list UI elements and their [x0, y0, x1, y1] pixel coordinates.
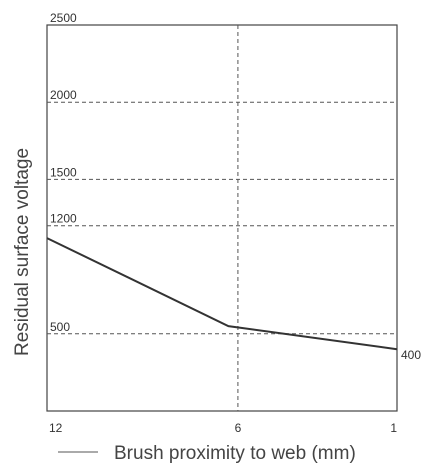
series-line	[46, 237, 398, 351]
x-tick-labels: 12 6 1	[49, 421, 397, 435]
y-tick-label: 2000	[50, 88, 77, 102]
y-tick-label: 1500	[50, 165, 77, 179]
grid-lines	[47, 25, 397, 411]
y-tick-label: 1200	[50, 212, 77, 226]
y-axis-title: Residual surface voltage	[12, 148, 33, 356]
plot-frame	[46, 24, 398, 412]
x-axis-title: Brush proximity to web (mm)	[114, 443, 356, 464]
data-label: 400	[401, 348, 421, 362]
data-labels: 400	[401, 348, 421, 362]
y-tick-labels: 2500 2000 1500 1200 500	[50, 11, 77, 334]
series-lines	[46, 237, 398, 351]
x-tick-label: 1	[390, 421, 397, 435]
y-tick-label: 500	[50, 320, 70, 334]
x-tick-label: 12	[49, 421, 63, 435]
y-tick-label: 2500	[50, 11, 77, 25]
x-tick-label: 6	[235, 421, 242, 435]
